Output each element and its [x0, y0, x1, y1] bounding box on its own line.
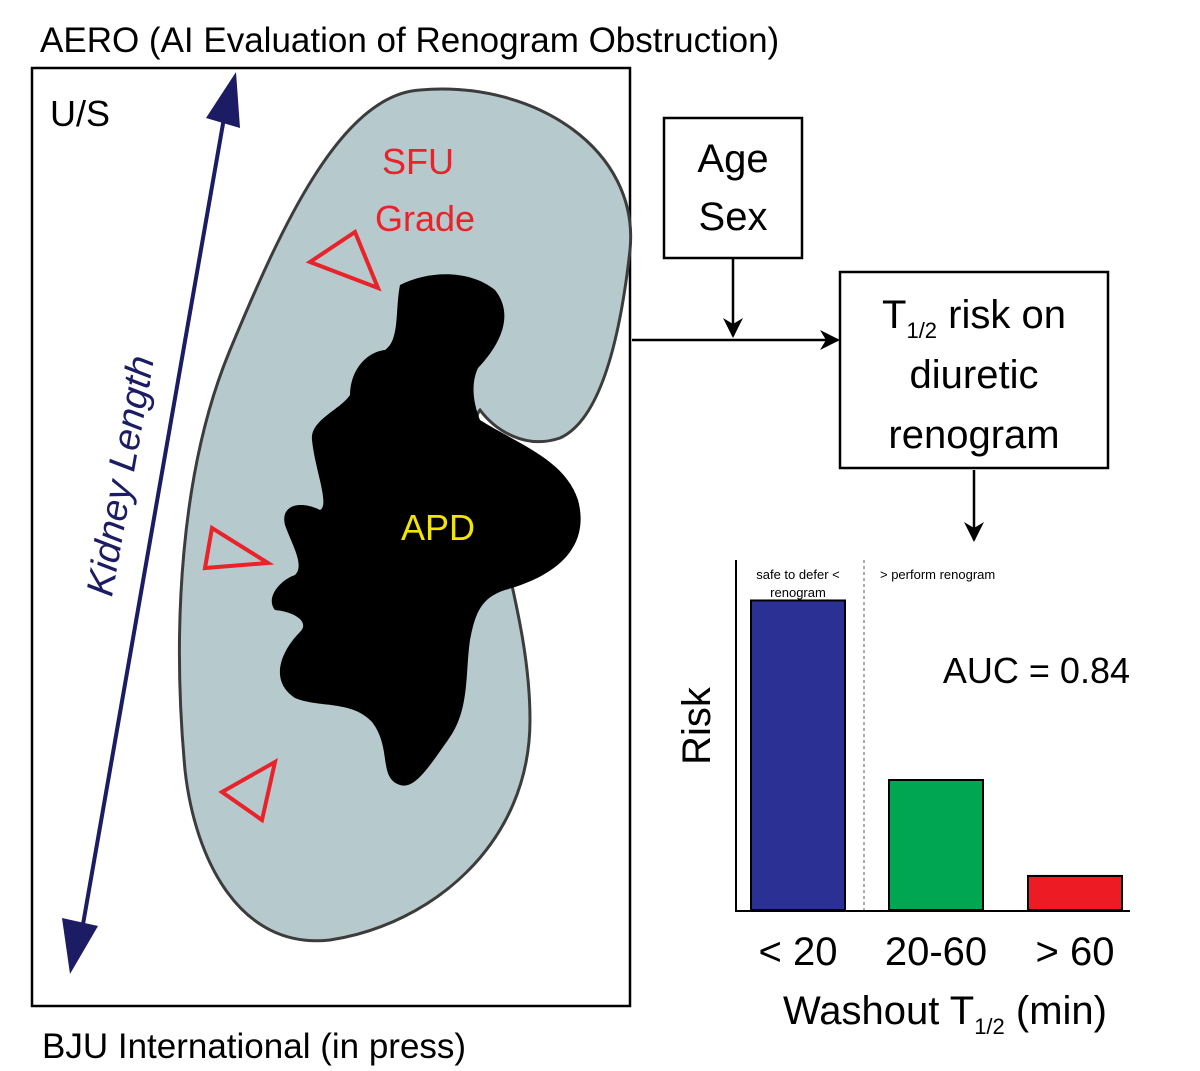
chart-x-tick-3: > 60	[1036, 930, 1115, 974]
risk-box	[838, 270, 1110, 470]
risk-box-line1-rest: risk on	[937, 293, 1066, 337]
chart-bar-1	[750, 599, 846, 911]
risk-box-t-symbol: T	[882, 293, 906, 337]
covariate-sex: Sex	[699, 195, 768, 239]
chart-bars	[750, 599, 1123, 912]
chart-y-label: Risk	[675, 686, 719, 765]
chart-zone-right: > perform renogram	[880, 567, 995, 582]
chart-x-tick-labels: < 20 20-60 > 60	[759, 930, 1115, 974]
kidney-length-arrowhead-top	[206, 72, 240, 128]
chart-x-label-unit: (min)	[1005, 989, 1107, 1033]
chart-zone-left-line1: safe to defer <	[756, 567, 839, 582]
chart-x-label: Washout T1/2 (min)	[783, 989, 1107, 1039]
chart-x-label-subscript: 1/2	[974, 1014, 1005, 1039]
renal-pelvis-shape	[271, 274, 581, 786]
figure-title: AERO (AI Evaluation of Renogram Obstruct…	[40, 21, 779, 60]
risk-box-line3: renogram	[888, 413, 1059, 457]
chart-bar-3	[1027, 874, 1123, 912]
parenchyma-marker-bottom	[218, 758, 278, 824]
chart-x-tick-1: < 20	[759, 930, 838, 974]
apd-label: APD	[401, 507, 475, 548]
ultrasound-label: U/S	[50, 93, 110, 134]
parenchyma-marker-top	[305, 228, 382, 292]
risk-box-line2: diuretic	[910, 353, 1039, 397]
covariates-box	[662, 116, 804, 260]
kidney-length-label: Kidney Length	[79, 353, 163, 600]
washout-risk-chart: safe to defer < renogram > perform renog…	[675, 560, 1130, 1039]
kidney-length-arrowhead-bottom	[62, 918, 98, 974]
chart-bar-2	[888, 779, 984, 911]
kidney-length-arrow-shaft	[80, 117, 226, 931]
parenchyma-marker-middle	[202, 524, 275, 571]
chart-zone-left-line2: renogram	[770, 585, 826, 600]
chart-x-label-main: Washout T	[783, 989, 974, 1033]
chart-x-tick-2: 20-60	[885, 930, 987, 974]
covariate-age: Age	[697, 137, 768, 181]
chart-annotation-auc: AUC = 0.84	[943, 650, 1130, 691]
sfu-label-line2: Grade	[375, 198, 475, 239]
risk-box-subscript: 1/2	[906, 318, 937, 343]
sfu-label-line1: SFU	[382, 141, 454, 182]
citation: BJU International (in press)	[42, 1027, 466, 1066]
ultrasound-panel-frame	[30, 66, 632, 1008]
risk-box-line1: T1/2 risk on	[882, 293, 1066, 343]
